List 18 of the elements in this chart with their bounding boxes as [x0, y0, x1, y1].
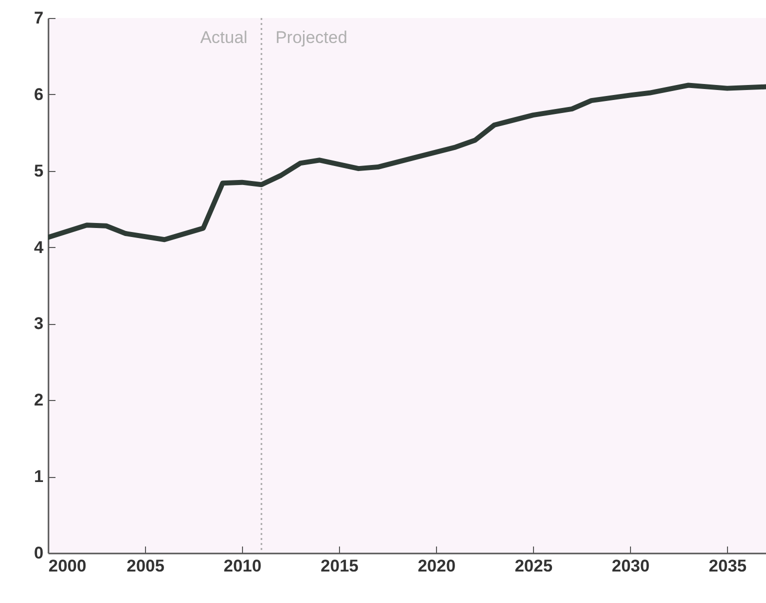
x-tick-label: 2030 — [612, 556, 650, 576]
y-tick-label: 4 — [34, 238, 44, 257]
x-tick-label: 2015 — [320, 556, 358, 576]
x-tick-label: 2035 — [708, 556, 747, 576]
y-tick-label: 1 — [34, 467, 44, 486]
y-tick-label: 6 — [34, 84, 44, 104]
y-tick-label: 7 — [34, 8, 44, 28]
x-tick-label: 2025 — [514, 556, 553, 576]
annotation: Actual — [200, 28, 248, 47]
x-tick-label: 2010 — [224, 556, 262, 576]
x-tick-label: 2005 — [126, 556, 164, 576]
x-tick-label: 2020 — [418, 556, 456, 576]
y-tick-label: 5 — [34, 161, 44, 180]
y-tick-label: 3 — [34, 314, 44, 334]
y-tick-label: 2 — [34, 390, 44, 410]
annotation: Projected — [275, 28, 348, 47]
x-tick-label: 2000 — [48, 556, 86, 576]
y-tick-label: 0 — [34, 544, 44, 562]
